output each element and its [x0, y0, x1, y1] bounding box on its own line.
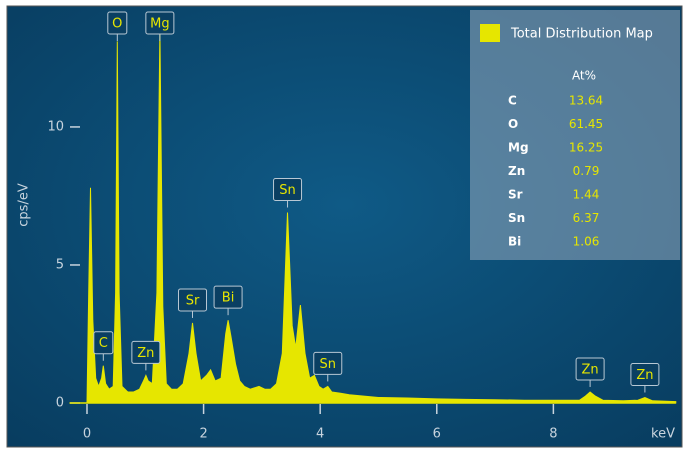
- table-element: Bi: [508, 235, 521, 249]
- x-tick-label: 6: [433, 427, 441, 442]
- table-value: 61.45: [569, 117, 603, 131]
- annotation-box: [93, 331, 114, 355]
- annotation-box: [145, 11, 175, 35]
- annotation-label: Bi: [222, 291, 235, 306]
- annotation-label: O: [112, 17, 122, 32]
- annotation-box: [213, 285, 243, 309]
- legend-label: Total Distribution Map: [510, 27, 653, 42]
- table-value: 0.79: [573, 164, 600, 178]
- annotation-label: C: [99, 336, 108, 351]
- table-value: 13.64: [569, 94, 603, 108]
- legend-swatch: [480, 24, 500, 42]
- x-tick-label: 8: [549, 427, 557, 442]
- table-element: Mg: [508, 141, 529, 155]
- annotation-label: Zn: [137, 346, 154, 361]
- table-element: Zn: [508, 164, 525, 178]
- annotation-label: Sn: [320, 357, 337, 372]
- annotation-label: Zn: [636, 368, 653, 383]
- legend-panel: [470, 10, 680, 260]
- y-tick-label: 10: [47, 119, 64, 134]
- annotation-box: [107, 11, 128, 35]
- table-value: 1.44: [573, 188, 600, 202]
- y-tick-label: 5: [56, 257, 64, 272]
- table-value: 16.25: [569, 141, 603, 155]
- annotation-box: [313, 351, 343, 375]
- annotation-label: Mg: [150, 17, 169, 32]
- y-axis-label: cps/eV: [17, 183, 32, 227]
- spectrum: [86, 30, 677, 404]
- annotation-box: [630, 362, 660, 386]
- x-axis-label: keV: [651, 427, 675, 442]
- y-tick-label: 0: [56, 396, 64, 411]
- table-element: Sr: [508, 188, 523, 202]
- table-element: C: [508, 94, 517, 108]
- table-value: 1.06: [573, 235, 600, 249]
- annotation-label: Zn: [582, 362, 599, 377]
- annotation-label: Sr: [186, 293, 200, 308]
- annotation-box: [273, 178, 303, 202]
- x-tick-label: 4: [316, 427, 324, 442]
- table-element: O: [508, 117, 518, 131]
- annotation-box: [575, 357, 605, 381]
- annotation-box: [131, 340, 161, 364]
- table-header: At%: [572, 69, 596, 83]
- table-element: Sn: [508, 211, 525, 225]
- x-tick-label: 0: [83, 427, 91, 442]
- annotation-label: Sn: [279, 183, 296, 198]
- annotation-box: [178, 288, 208, 312]
- table-value: 6.37: [573, 211, 600, 225]
- x-tick-label: 2: [199, 427, 207, 442]
